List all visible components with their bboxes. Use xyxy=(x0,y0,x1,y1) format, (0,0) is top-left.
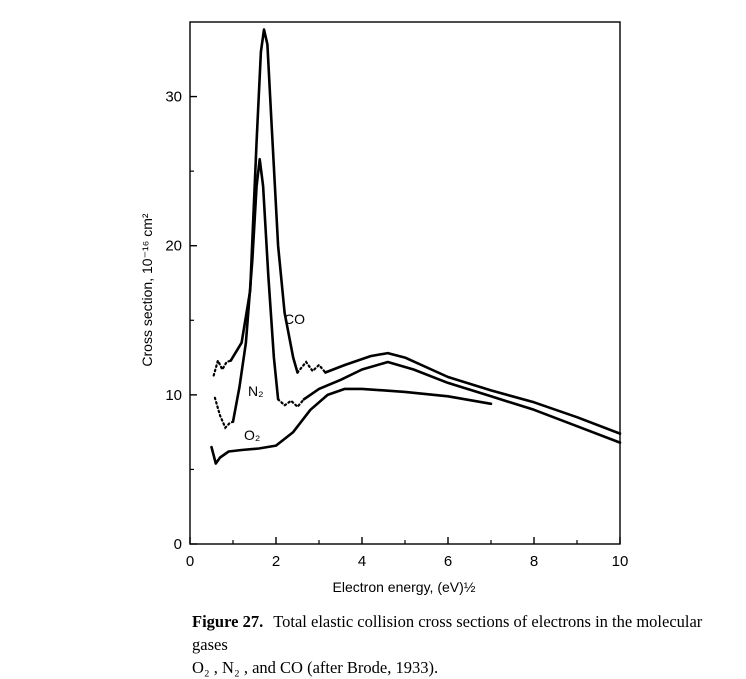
y-axis-label: Cross section, 10⁻¹⁶ cm² xyxy=(139,213,155,367)
series-o2-peak-line xyxy=(210,387,493,465)
plot-frame xyxy=(189,21,621,545)
plot-border xyxy=(189,21,621,545)
figure-caption: Figure 27. Total elastic collision cross … xyxy=(192,610,740,679)
caption-line-2: O₂ , N₂ , and CO (after Brode, 1933). xyxy=(192,658,439,677)
curve-label-n2: N₂ xyxy=(248,383,264,399)
figure-number: Figure 27. xyxy=(192,612,264,631)
curve-label-co: CO xyxy=(284,311,305,327)
y-tick-label: 10 xyxy=(165,387,182,404)
series-n2-dotted-segment xyxy=(277,398,305,409)
series-co-tail-line xyxy=(324,351,622,435)
y-tick-label: 30 xyxy=(165,89,182,106)
x-tick-label: 0 xyxy=(186,553,194,570)
x-tick-label: 2 xyxy=(272,553,280,570)
axis-ticks: 0 2 4 6 8 10 0 10 20 30 xyxy=(165,89,628,570)
curve-label-o2: O₂ xyxy=(244,427,260,443)
x-tick-label: 6 xyxy=(444,553,452,570)
curves xyxy=(210,28,622,465)
x-axis-label: Electron energy, (eV)½ xyxy=(333,579,476,595)
caption-line-1: Total elastic collision cross sections o… xyxy=(192,612,703,654)
series-co-dotted-segment xyxy=(212,357,232,377)
x-tick-label: 4 xyxy=(358,553,366,570)
x-tick-label: 8 xyxy=(530,553,538,570)
y-tick-label: 20 xyxy=(165,238,182,255)
series-n2-peak-line xyxy=(231,157,280,424)
x-tick-label: 10 xyxy=(612,553,629,570)
series-n2-tail-line xyxy=(302,360,622,444)
y-tick-label: 0 xyxy=(174,536,182,553)
series-co-dotted-segment xyxy=(296,360,327,374)
series-n2-dotted-segment xyxy=(213,396,235,430)
